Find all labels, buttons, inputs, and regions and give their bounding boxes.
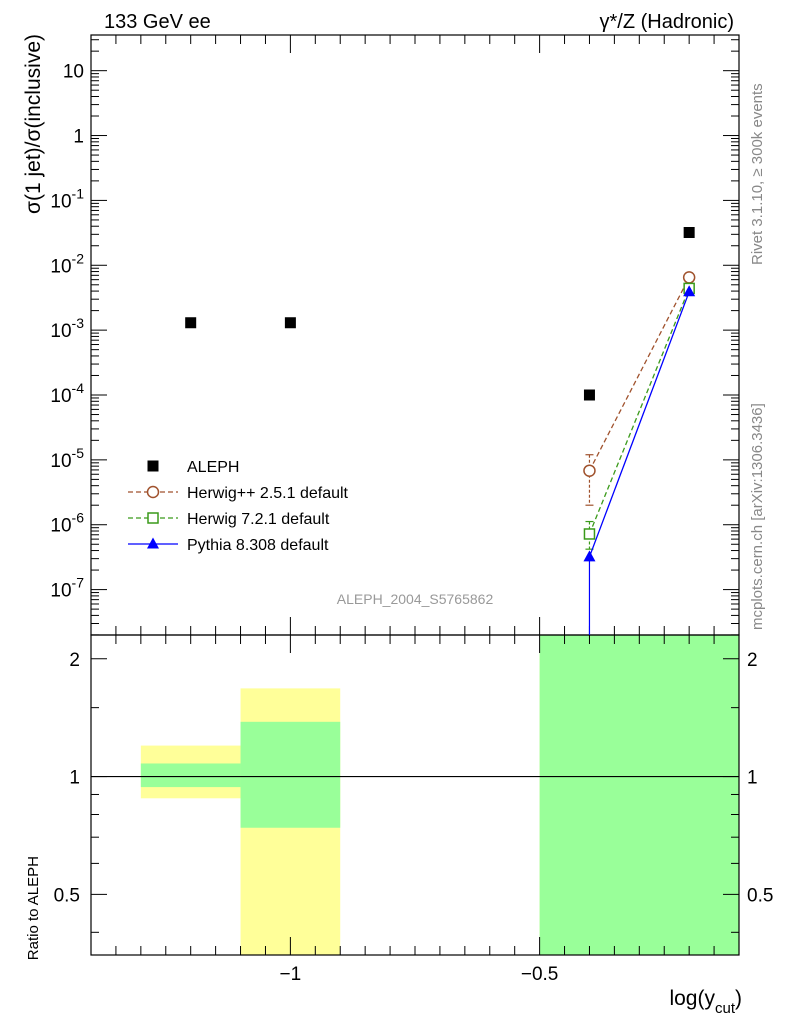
ratio-stat-band-1 bbox=[240, 721, 341, 828]
energy-label: 133 GeV ee bbox=[104, 11, 211, 33]
process-label: γ*/Z (Hadronic) bbox=[600, 11, 734, 33]
point-aleph-3 bbox=[683, 227, 695, 239]
main-y-tick-label-5: 10-2 bbox=[50, 250, 84, 277]
series-pythia bbox=[583, 285, 696, 635]
main-y-tick-label-3: 10-4 bbox=[50, 380, 84, 407]
series-herwigpp bbox=[583, 271, 696, 506]
series-line-pythia bbox=[588, 291, 690, 558]
ratio-stat-band-0 bbox=[140, 763, 241, 788]
point-aleph-2 bbox=[583, 389, 595, 401]
mcplots-label: mcplots.cern.ch [arXiv:1306.3436] bbox=[749, 403, 766, 630]
ratio-y-axis: 0.5 0.5 1 1 2 2 bbox=[54, 650, 773, 933]
point-pythia-1 bbox=[683, 285, 696, 297]
main-y-tick-label-6: 10-1 bbox=[50, 185, 84, 212]
ratio-y-tick-label-right-2: 2 bbox=[747, 650, 758, 671]
ratio-y-tick-label-left-0: 0.5 bbox=[54, 885, 80, 906]
ratio-ylabel: Ratio to ALEPH bbox=[25, 856, 42, 960]
rivet-label: Rivet 3.1.10, ≥ 300k events bbox=[749, 83, 766, 265]
ratio-stat-band-2 bbox=[539, 635, 739, 955]
series-line-herwig7 bbox=[588, 288, 690, 535]
x-tick-label-0: −1 bbox=[280, 964, 302, 985]
point-herwigpp-0 bbox=[583, 464, 596, 477]
point-herwig7-0 bbox=[583, 528, 596, 540]
main-y-tick-label-2: 10-5 bbox=[50, 445, 84, 472]
legend-marker-herwig7 bbox=[147, 512, 159, 524]
series-aleph bbox=[185, 227, 695, 401]
main-y-axis: 10-7 10-6 10-5 10-4 10-3 10-2 10-1 1 10 bbox=[50, 39, 739, 636]
point-aleph-1 bbox=[284, 317, 296, 329]
point-aleph-0 bbox=[185, 317, 197, 329]
x-axis-label-close: ) bbox=[735, 987, 742, 1010]
main-y-tick-label-1: 10-6 bbox=[50, 510, 84, 537]
data-series bbox=[185, 227, 696, 635]
ratio-y-tick-label-left-2: 2 bbox=[69, 650, 80, 671]
x-axis-label-main: log(y bbox=[669, 987, 715, 1010]
ratio-y-tick-label-right-0: 0.5 bbox=[747, 885, 773, 906]
ratio-y-tick-label-right-1: 1 bbox=[747, 768, 758, 789]
legend-label-herwig7: Herwig 7.2.1 default bbox=[187, 511, 330, 528]
point-herwigpp-1 bbox=[682, 271, 696, 284]
main-y-tick-label-0: 10-7 bbox=[50, 575, 84, 602]
x-axis-label: log(ycut) bbox=[669, 987, 742, 1017]
x-tick-label-1: −0.5 bbox=[521, 964, 559, 985]
main-ylabel: σ(1 jet)/σ(inclusive) bbox=[22, 34, 45, 214]
legend-marker-herwigpp bbox=[146, 485, 160, 499]
point-pythia-0 bbox=[583, 550, 596, 562]
legend-marker-aleph bbox=[147, 460, 159, 472]
main-y-tick-label-4: 10-3 bbox=[50, 315, 84, 342]
x-axis: −1 −0.5 bbox=[115, 35, 715, 985]
legend-label-herwigpp: Herwig++ 2.5.1 default bbox=[187, 485, 349, 502]
ratio-bands bbox=[140, 635, 739, 955]
main-y-tick-label-7: 1 bbox=[73, 127, 84, 148]
ratio-y-tick-label-left-1: 1 bbox=[69, 768, 80, 789]
main-y-tick-label-8: 10 bbox=[63, 62, 84, 83]
legend-marker-pythia bbox=[147, 537, 159, 549]
legend-label-aleph: ALEPH bbox=[187, 459, 239, 476]
analysis-watermark: ALEPH_2004_S5765862 bbox=[337, 591, 494, 607]
series-line-herwigpp bbox=[588, 277, 690, 472]
legend-label-pythia: Pythia 8.308 default bbox=[187, 537, 329, 554]
x-axis-label-sub: cut bbox=[715, 1000, 736, 1017]
legend: ALEPH Herwig++ 2.5.1 default Herwig 7.2.1 … bbox=[128, 459, 349, 554]
